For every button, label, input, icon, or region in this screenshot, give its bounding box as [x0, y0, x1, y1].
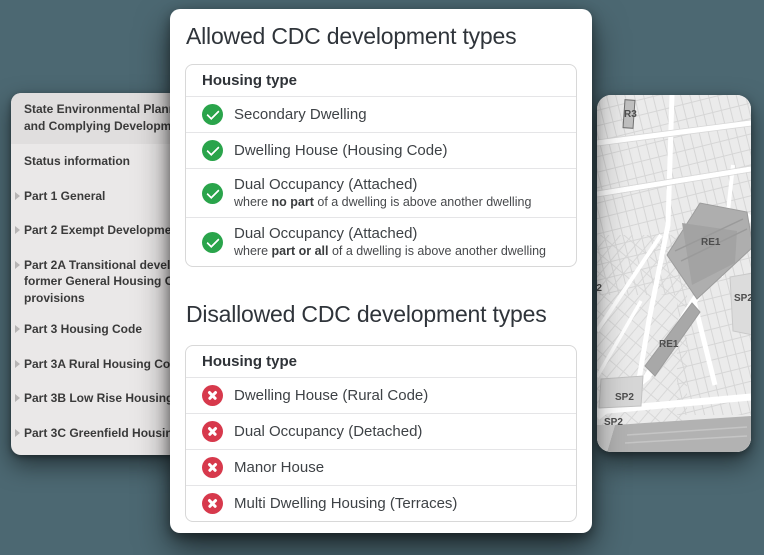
zone-label-sp2: SP2: [734, 293, 751, 304]
sidebar-item-status-information[interactable]: Status information: [11, 153, 179, 170]
sidebar-item-part-3[interactable]: Part 3 Housing Code: [11, 321, 179, 338]
chevron-right-icon: [15, 394, 20, 402]
table-row: Dual Occupancy (Attached) where part or …: [186, 217, 576, 266]
sidebar-item-label: Part 2 Exempt Developmen: [24, 223, 177, 237]
cross-icon: [202, 457, 223, 478]
check-icon: [202, 104, 223, 125]
map-zones: [597, 99, 751, 452]
sidebar-item-label: Part 1 General: [24, 188, 106, 203]
cross-icon: [202, 493, 223, 514]
map-street-casings: [597, 119, 751, 198]
sidebar-item-part-3b[interactable]: Part 3B Low Rise Housing: [11, 390, 179, 407]
sidebar-item-label: Part 3A Rural Housing Cod: [24, 356, 177, 371]
sidebar-item-part-3c[interactable]: Part 3C Greenfield Housing: [11, 425, 179, 442]
cross-icon: [202, 421, 223, 442]
legislation-sidebar: State Environmental Plann and Complying …: [11, 93, 179, 455]
allowed-section-title: Allowed CDC development types: [186, 23, 517, 49]
sidebar-item-sepp-selected[interactable]: State Environmental Plann and Complying …: [11, 93, 179, 144]
cross-icon: [202, 385, 223, 406]
check-icon: [202, 182, 223, 204]
disallowed-section-title: Disallowed CDC development types: [186, 301, 547, 327]
zone-label-re1: RE1: [659, 339, 679, 350]
table-row: Dwelling House (Housing Code): [186, 132, 576, 168]
sidebar-item-part-2[interactable]: Part 2 Exempt Developmen: [11, 222, 179, 239]
cdc-development-types-card: Allowed CDC development types Housing ty…: [170, 9, 592, 533]
sidebar-item-label: Part 3 Housing Code: [24, 322, 143, 336]
table-row: Dual Occupancy (Attached) where no part …: [186, 168, 576, 217]
sidebar-item-label: Part 3C Greenfield Housing: [24, 425, 177, 440]
sidebar-item-part-1[interactable]: Part 1 General: [11, 188, 179, 205]
sidebar-item-part-2a[interactable]: Part 2A Transitional develo former Gener…: [11, 257, 179, 307]
sidebar-item-label: Part 3B Low Rise Housing: [24, 391, 174, 405]
sidebar-item-label: and Complying Developme: [24, 119, 175, 133]
zoning-map[interactable]: R3 RE1 SP2 RE1 SP2 SP2 SP2: [597, 95, 751, 452]
allowed-housing-table: Housing type Secondary Dwelling Dwelling…: [185, 64, 577, 267]
zone-label-sp2: SP2: [604, 417, 623, 428]
sidebar-item-label: Part 2A Transitional develo: [24, 257, 177, 272]
chevron-right-icon: [15, 428, 20, 437]
map-zone-labels: R3 RE1 SP2 RE1 SP2 SP2 SP2: [597, 109, 751, 428]
chevron-right-icon: [15, 325, 20, 333]
sidebar-item-label: Status information: [24, 154, 131, 168]
housing-type-column-header: Housing type: [202, 72, 298, 89]
chevron-right-icon: [15, 260, 20, 269]
check-icon: [202, 231, 223, 253]
zone-label-re1: RE1: [701, 237, 721, 248]
zone-label-sp2: SP2: [615, 392, 634, 403]
table-row: Dual Occupancy (Detached): [186, 413, 576, 449]
row-condition-text: where no part of a dwelling is above ano…: [234, 195, 532, 209]
zone-label-sp2-partial: SP2: [597, 283, 602, 294]
table-row: Dwelling House (Rural Code): [186, 377, 576, 413]
sidebar-item-label: former General Housing Co: [24, 274, 177, 288]
sidebar-item-label: State Environmental Plann: [24, 102, 175, 116]
table-row: Secondary Dwelling: [186, 96, 576, 132]
sidebar-item-label: provisions: [24, 290, 85, 305]
chevron-right-icon: [15, 191, 20, 200]
chevron-right-icon: [15, 359, 20, 368]
zone-label-r3: R3: [624, 109, 637, 120]
table-row: Multi Dwelling Housing (Terraces): [186, 485, 576, 521]
zoning-map-canvas: R3 RE1 SP2 RE1 SP2 SP2 SP2: [597, 95, 751, 452]
table-row: Manor House: [186, 449, 576, 485]
check-icon: [202, 140, 223, 161]
disallowed-housing-table: Housing type Dwelling House (Rural Code)…: [185, 345, 577, 522]
housing-type-column-header: Housing type: [202, 353, 298, 370]
sidebar-item-part-3a[interactable]: Part 3A Rural Housing Cod: [11, 356, 179, 373]
row-condition-text: where part or all of a dwelling is above…: [234, 244, 546, 258]
chevron-right-icon: [15, 226, 20, 234]
